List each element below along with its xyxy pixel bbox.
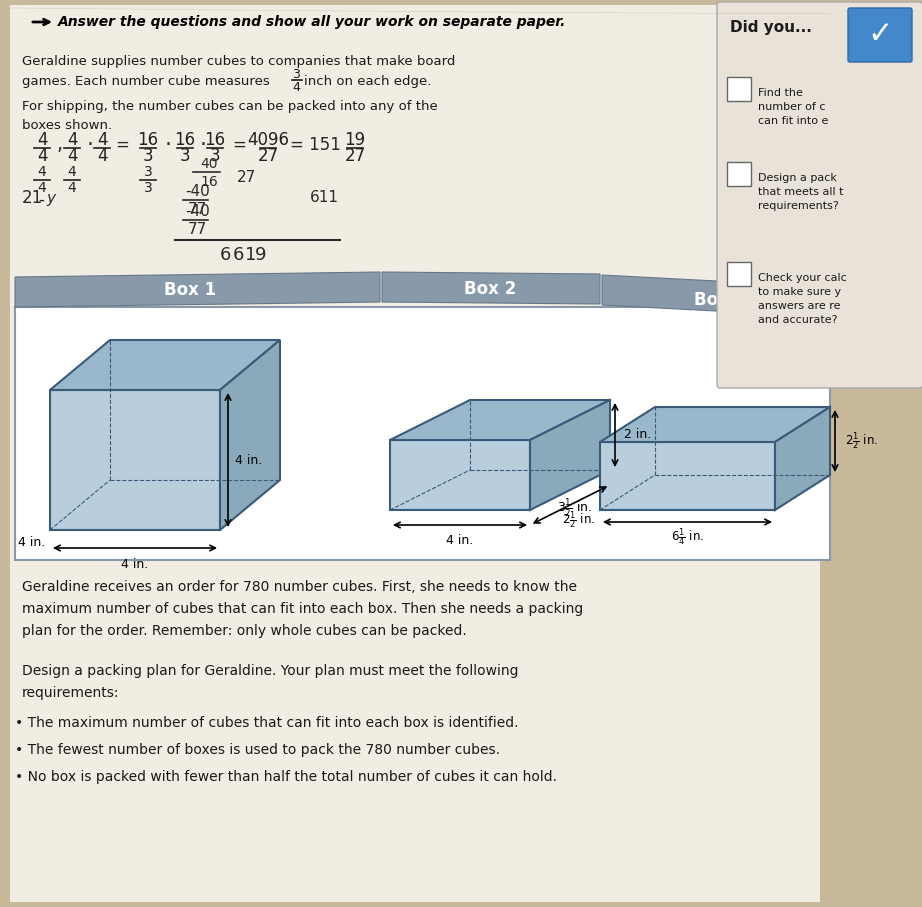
Text: • The maximum number of cubes that can fit into each box is identified.: • The maximum number of cubes that can f… xyxy=(15,716,518,730)
Text: 3: 3 xyxy=(144,165,152,179)
Text: ·: · xyxy=(200,135,207,155)
Text: $2\frac{1}{2}$ in.: $2\frac{1}{2}$ in. xyxy=(561,509,595,531)
Text: 4: 4 xyxy=(97,147,107,165)
Text: 4 in.: 4 in. xyxy=(235,454,262,466)
Text: 3: 3 xyxy=(143,147,153,165)
Text: • No box is packed with fewer than half the total number of cubes it can hold.: • No box is packed with fewer than half … xyxy=(15,770,557,784)
Text: -40: -40 xyxy=(185,204,209,219)
Text: 27: 27 xyxy=(345,147,365,165)
Polygon shape xyxy=(775,407,830,510)
Text: Box 3: Box 3 xyxy=(694,291,746,309)
Text: $6\frac{1}{4}$ in.: $6\frac{1}{4}$ in. xyxy=(671,526,704,548)
Text: =: = xyxy=(232,136,246,154)
Text: -40: -40 xyxy=(185,184,209,200)
FancyBboxPatch shape xyxy=(15,307,830,560)
Text: 21: 21 xyxy=(22,189,43,207)
FancyBboxPatch shape xyxy=(10,5,830,902)
Text: Design a packing plan for Geraldine. Your plan must meet the following: Design a packing plan for Geraldine. You… xyxy=(22,664,518,678)
Polygon shape xyxy=(15,272,380,307)
Text: Geraldine supplies number cubes to companies that make board: Geraldine supplies number cubes to compa… xyxy=(22,55,455,68)
Text: 4: 4 xyxy=(97,131,107,149)
Text: 4: 4 xyxy=(37,131,47,149)
Text: 4: 4 xyxy=(38,181,46,195)
Text: plan for the order. Remember: only whole cubes can be packed.: plan for the order. Remember: only whole… xyxy=(22,624,467,638)
Text: requirements:: requirements: xyxy=(22,686,120,700)
Polygon shape xyxy=(390,400,610,440)
Text: 27: 27 xyxy=(237,170,256,184)
Text: 16: 16 xyxy=(174,131,195,149)
Text: Find the
number of c
can fit into e: Find the number of c can fit into e xyxy=(758,88,828,126)
Text: 4 in.: 4 in. xyxy=(122,559,148,571)
Text: 4: 4 xyxy=(66,147,77,165)
Text: 4: 4 xyxy=(66,131,77,149)
Polygon shape xyxy=(220,340,280,530)
Text: Box 1: Box 1 xyxy=(164,281,216,299)
FancyBboxPatch shape xyxy=(848,8,912,62)
FancyBboxPatch shape xyxy=(727,262,751,286)
Text: 4: 4 xyxy=(67,165,77,179)
Text: Design a pack
that meets all t
requirements?: Design a pack that meets all t requireme… xyxy=(758,173,844,211)
Text: • The fewest number of boxes is used to pack the 780 number cubes.: • The fewest number of boxes is used to … xyxy=(15,743,500,757)
Text: 16: 16 xyxy=(137,131,159,149)
Text: For shipping, the number cubes can be packed into any of the: For shipping, the number cubes can be pa… xyxy=(22,100,438,113)
Text: ·: · xyxy=(165,135,172,155)
Polygon shape xyxy=(382,272,600,304)
Text: 40: 40 xyxy=(200,157,218,171)
Polygon shape xyxy=(530,400,610,510)
Polygon shape xyxy=(50,390,220,530)
Text: games. Each number cube measures: games. Each number cube measures xyxy=(22,75,274,88)
Text: ,: , xyxy=(57,135,63,154)
Text: 6: 6 xyxy=(220,246,231,264)
Text: 3: 3 xyxy=(144,181,152,195)
Text: 77: 77 xyxy=(188,202,207,218)
Text: Did you...: Did you... xyxy=(730,20,812,35)
Text: Geraldine receives an order for 780 number cubes. First, she needs to know the: Geraldine receives an order for 780 numb… xyxy=(22,580,577,594)
Text: =: = xyxy=(115,136,129,154)
FancyBboxPatch shape xyxy=(727,162,751,186)
Polygon shape xyxy=(50,340,280,390)
Text: 611: 611 xyxy=(310,190,339,206)
Text: 9: 9 xyxy=(255,246,266,264)
Polygon shape xyxy=(600,407,830,442)
Text: 2 in.: 2 in. xyxy=(624,428,651,442)
Text: 4 in.: 4 in. xyxy=(18,535,45,549)
Text: 16: 16 xyxy=(205,131,226,149)
Text: maximum number of cubes that can fit into each box. Then she needs a packing: maximum number of cubes that can fit int… xyxy=(22,602,584,616)
Text: Check your calc
to make sure y
answers are re
and accurate?: Check your calc to make sure y answers a… xyxy=(758,273,846,325)
Text: ·: · xyxy=(87,135,94,155)
Text: Answer the questions and show all your work on separate paper.: Answer the questions and show all your w… xyxy=(58,15,566,29)
Text: 3: 3 xyxy=(292,68,300,81)
Text: 4: 4 xyxy=(292,81,300,94)
Text: inch on each edge.: inch on each edge. xyxy=(304,75,431,88)
Text: 4: 4 xyxy=(38,165,46,179)
Text: 4 in.: 4 in. xyxy=(446,533,474,547)
Text: 19: 19 xyxy=(345,131,365,149)
FancyBboxPatch shape xyxy=(727,77,751,101)
Polygon shape xyxy=(390,440,530,510)
Text: 1: 1 xyxy=(245,246,256,264)
Text: 3: 3 xyxy=(180,147,190,165)
Polygon shape xyxy=(602,275,830,317)
Text: 77: 77 xyxy=(188,222,207,238)
Text: 4096: 4096 xyxy=(247,131,289,149)
Text: -: - xyxy=(38,191,44,209)
Text: y: y xyxy=(46,190,55,206)
Text: 3: 3 xyxy=(209,147,220,165)
Text: 4: 4 xyxy=(37,147,47,165)
Polygon shape xyxy=(600,442,775,510)
Text: ✓: ✓ xyxy=(868,21,892,50)
Text: = 151: = 151 xyxy=(290,136,341,154)
Text: $3\frac{1}{2}$ in.: $3\frac{1}{2}$ in. xyxy=(558,497,593,519)
FancyBboxPatch shape xyxy=(717,2,922,388)
Text: 6: 6 xyxy=(233,246,244,264)
Text: 27: 27 xyxy=(257,147,278,165)
Text: boxes shown.: boxes shown. xyxy=(22,119,112,132)
Text: Box 2: Box 2 xyxy=(464,280,516,298)
FancyBboxPatch shape xyxy=(820,5,912,902)
Text: 16: 16 xyxy=(200,175,218,189)
Text: $2\frac{1}{2}$ in.: $2\frac{1}{2}$ in. xyxy=(845,430,878,452)
Text: 4: 4 xyxy=(67,181,77,195)
